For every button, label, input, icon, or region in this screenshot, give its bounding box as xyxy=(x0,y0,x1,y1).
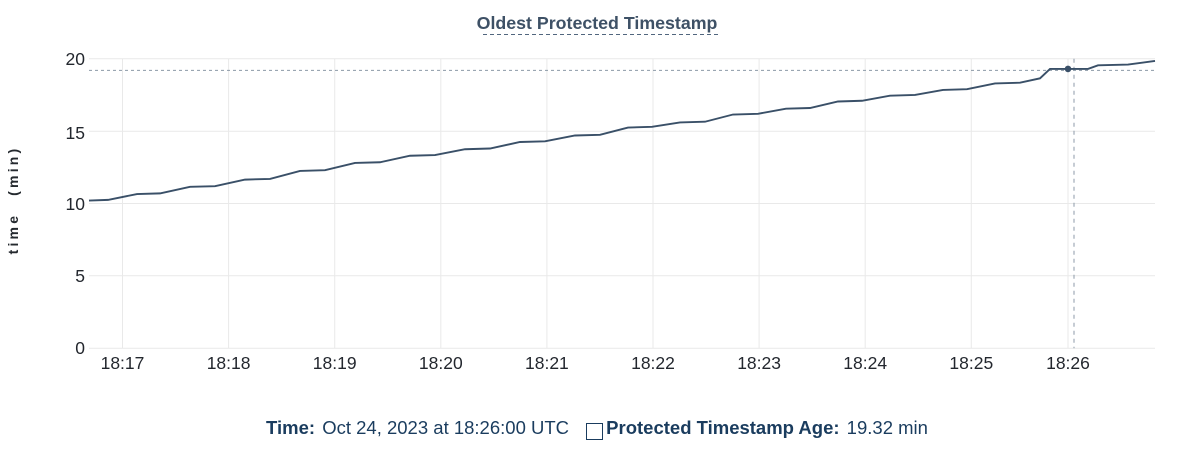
svg-text:18:25: 18:25 xyxy=(949,353,993,373)
svg-text:18:23: 18:23 xyxy=(737,353,781,373)
svg-text:18:24: 18:24 xyxy=(843,353,887,373)
svg-text:18:26: 18:26 xyxy=(1046,353,1090,373)
svg-text:18:22: 18:22 xyxy=(631,353,675,373)
svg-text:18:21: 18:21 xyxy=(525,353,569,373)
svg-text:15: 15 xyxy=(66,123,85,143)
svg-text:18:18: 18:18 xyxy=(207,353,251,373)
svg-text:0: 0 xyxy=(75,338,85,358)
svg-text:20: 20 xyxy=(66,49,86,69)
svg-text:5: 5 xyxy=(75,266,85,286)
svg-text:18:20: 18:20 xyxy=(419,353,463,373)
svg-text:10: 10 xyxy=(66,194,86,214)
svg-text:18:17: 18:17 xyxy=(101,353,145,373)
svg-text:18:19: 18:19 xyxy=(313,353,357,373)
